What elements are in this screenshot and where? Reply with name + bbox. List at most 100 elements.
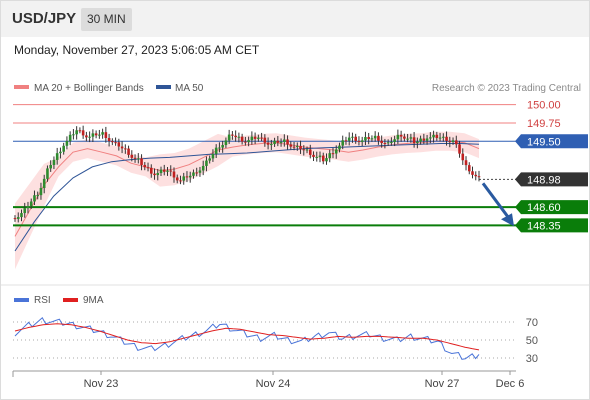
rsi-grid: 70 50 30: [13, 317, 538, 365]
candle-body: [416, 141, 419, 144]
candle-body: [98, 134, 101, 136]
rsi-tick-label: 30: [526, 353, 538, 365]
ma9-legend-label: 9MA: [83, 295, 104, 306]
ma50-legend-label: MA 50: [175, 83, 204, 94]
candle-body: [383, 143, 387, 145]
candle-body: [308, 149, 312, 155]
forecast-arrowhead: [501, 213, 514, 227]
candle-body: [91, 133, 95, 137]
candle-body: [205, 160, 208, 166]
rsi-ma9-line: [14, 323, 480, 351]
candle-body: [390, 141, 393, 143]
candle-body: [159, 169, 163, 174]
support-2-tag: [515, 218, 588, 233]
candle-body: [370, 138, 374, 140]
candle-body: [72, 134, 75, 136]
candle-body: [445, 136, 448, 141]
candle-body: [471, 171, 474, 175]
candle-body: [380, 140, 383, 144]
candle-body: [130, 154, 134, 158]
candle-body: [403, 136, 406, 139]
candle-body: [172, 171, 176, 178]
candle-body: [435, 134, 439, 138]
candle-body: [218, 147, 221, 149]
candle-body: [302, 149, 306, 151]
candle-body: [224, 140, 228, 146]
candle-body: [169, 170, 173, 172]
bollinger-band: [15, 131, 479, 270]
candle-body: [198, 170, 202, 173]
candle-body: [208, 158, 211, 161]
candle-body: [39, 188, 43, 196]
candle-body: [201, 165, 205, 171]
candle-body: [273, 140, 276, 145]
candle-body: [153, 173, 156, 176]
candle-body: [412, 137, 416, 144]
candle-body: [185, 176, 189, 178]
candle-body: [111, 141, 114, 143]
rsi-line: [14, 317, 480, 360]
candle-body: [461, 153, 465, 161]
candle-body: [299, 145, 302, 150]
candle-body: [114, 142, 117, 144]
candle-body: [474, 174, 478, 177]
candle-body: [211, 153, 215, 159]
header-bar: USD/JPY 30 MIN: [1, 1, 589, 37]
candle-body: [406, 138, 409, 140]
candle-body: [143, 164, 147, 168]
candle-body: [221, 145, 224, 148]
candle-body: [321, 155, 325, 162]
last-price-label: 148.98: [527, 174, 561, 186]
candle-body: [429, 137, 432, 139]
candle-body: [331, 153, 335, 155]
candle-body: [117, 142, 121, 147]
candle-body: [62, 145, 65, 152]
candle-body: [156, 173, 160, 176]
candle-body: [231, 134, 234, 136]
candle-body: [357, 140, 361, 142]
candle-body: [325, 158, 328, 162]
candle-body: [101, 132, 104, 135]
candle-body: [52, 159, 56, 165]
candle-body: [266, 142, 270, 145]
candle-body: [283, 139, 286, 142]
candle-body: [338, 145, 341, 150]
candle-body: [399, 134, 403, 137]
candle-body: [422, 138, 426, 141]
ma20-line: [14, 140, 480, 237]
candle-body: [140, 158, 143, 165]
candle-body: [68, 134, 72, 142]
candle-body: [464, 160, 468, 166]
ma20-legend-swatch: [14, 85, 29, 89]
candle-body: [33, 195, 36, 202]
candle-body: [36, 195, 40, 197]
candle-body: [55, 153, 59, 160]
x-axis-label: Nov 24: [256, 378, 291, 390]
candle-body: [237, 136, 241, 138]
candle-body: [13, 218, 17, 220]
ma50-legend-swatch: [156, 85, 171, 89]
candle-body: [16, 217, 20, 219]
candle-body: [94, 133, 98, 136]
x-axis-label: Nov 27: [425, 378, 460, 390]
candle-body: [146, 167, 150, 169]
datetime-text: Monday, November 27, 2023 5:06:05 AM CET: [14, 43, 260, 57]
candle-body: [373, 135, 377, 139]
candle-body: [432, 134, 435, 138]
rsi-tick-label: 70: [526, 317, 538, 329]
candle-body: [451, 140, 455, 142]
candle-body: [477, 176, 481, 178]
support-2-label: 148.35: [527, 220, 561, 232]
candle-body: [175, 177, 179, 181]
candle-body: [107, 137, 111, 142]
x-axis-label: Dec 6: [496, 378, 525, 390]
pivot-price-tag: [515, 134, 588, 149]
candle-body: [65, 141, 69, 146]
candle-body: [104, 132, 108, 138]
x-axis-labels: Nov 23 Nov 24 Nov 27 Dec 6: [12, 371, 525, 390]
timeframe-button[interactable]: 30 MIN: [81, 8, 132, 31]
candle-body: [419, 138, 422, 142]
research-credit: Research © 2023 Trading Central: [432, 83, 581, 94]
